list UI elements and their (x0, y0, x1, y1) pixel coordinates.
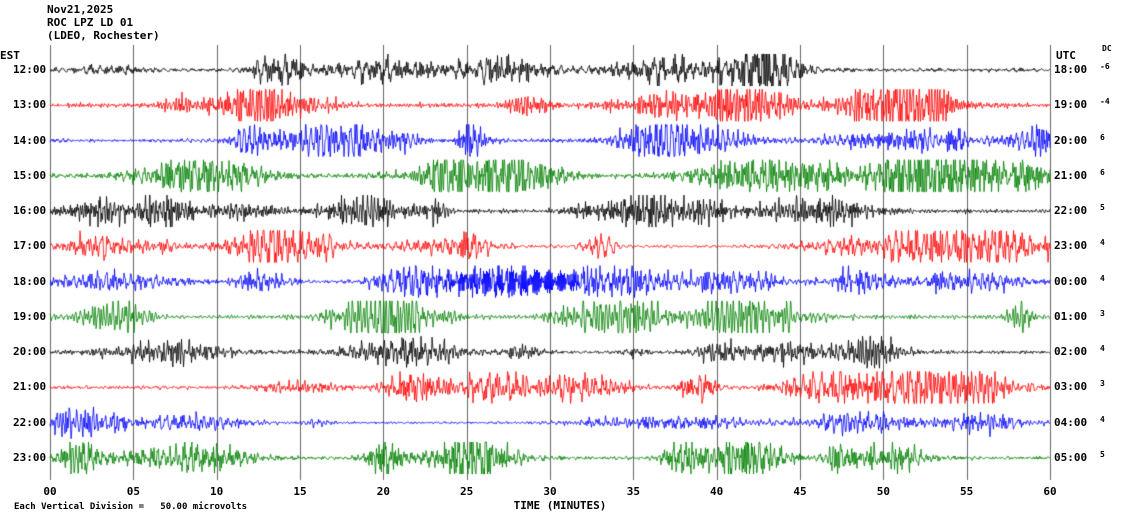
x-tick-label: 10 (210, 485, 224, 498)
dc-value: 5 (1100, 450, 1105, 459)
utc-label: 02:00 (1054, 345, 1088, 359)
dc-value: 5 (1100, 203, 1105, 213)
dc-value: -4 (1100, 97, 1110, 107)
utc-axis-label: UTC (1056, 49, 1076, 62)
est-axis-label: EST (0, 49, 20, 62)
dc-value: -6 (1100, 62, 1110, 71)
est-label: 20:00 (13, 345, 47, 359)
utc-label: 22:00 (1054, 204, 1088, 218)
est-label: 21:00 (13, 380, 47, 394)
header-location: (LDEO, Rochester) (47, 29, 160, 42)
utc-label: 18:00 (1054, 63, 1088, 76)
x-tick-label: 20 (376, 485, 390, 498)
dc-value: 6 (1100, 167, 1105, 177)
x-tick-label: 60 (1043, 485, 1057, 498)
dc-value: 6 (1100, 132, 1105, 142)
x-tick-label: 45 (793, 485, 807, 498)
utc-label: 20:00 (1054, 133, 1088, 147)
dc-value: 4 (1100, 238, 1105, 248)
est-label: 19:00 (13, 309, 47, 323)
utc-label: 05:00 (1054, 451, 1088, 464)
est-label: 23:00 (13, 451, 47, 464)
utc-label: 19:00 (1054, 98, 1088, 112)
dc-value: 4 (1100, 344, 1105, 354)
x-tick-label: 05 (126, 485, 140, 498)
dc-value: 3 (1100, 379, 1105, 389)
est-label: 13:00 (13, 98, 47, 112)
utc-label: 23:00 (1054, 239, 1088, 253)
dc-axis-label: DC (1102, 44, 1112, 53)
dc-value: 4 (1100, 414, 1105, 424)
utc-label: 00:00 (1054, 274, 1088, 288)
est-label: 22:00 (13, 415, 47, 429)
header-date: Nov21,2025 (47, 3, 114, 16)
x-tick-label: 30 (543, 485, 557, 498)
x-tick-label: 50 (876, 485, 890, 498)
x-axis-title: TIME (MINUTES) (513, 499, 607, 512)
header-station: ROC LPZ LD 01 (47, 16, 134, 29)
x-tick-label: 35 (626, 485, 640, 498)
utc-label: 01:00 (1054, 309, 1088, 323)
dc-value: 3 (1100, 308, 1105, 318)
x-tick-label: 00 (43, 485, 57, 498)
est-label: 14:00 (13, 133, 47, 147)
est-label: 15:00 (13, 168, 47, 182)
est-label: 17:00 (13, 239, 47, 253)
utc-label: 04:00 (1054, 415, 1088, 429)
est-label: 18:00 (13, 274, 47, 288)
x-tick-label: 25 (460, 485, 474, 498)
x-tick-label: 55 (960, 485, 974, 498)
x-tick-label: 40 (710, 485, 724, 498)
dc-value: 4 (1100, 273, 1105, 283)
utc-label: 03:00 (1054, 380, 1088, 394)
utc-label: 21:00 (1054, 168, 1088, 182)
est-label: 16:00 (13, 204, 47, 218)
scale-note: Each Vertical Division = 50.00 microvolt… (14, 502, 247, 512)
est-label: 12:00 (13, 63, 47, 76)
x-tick-label: 15 (293, 485, 307, 498)
